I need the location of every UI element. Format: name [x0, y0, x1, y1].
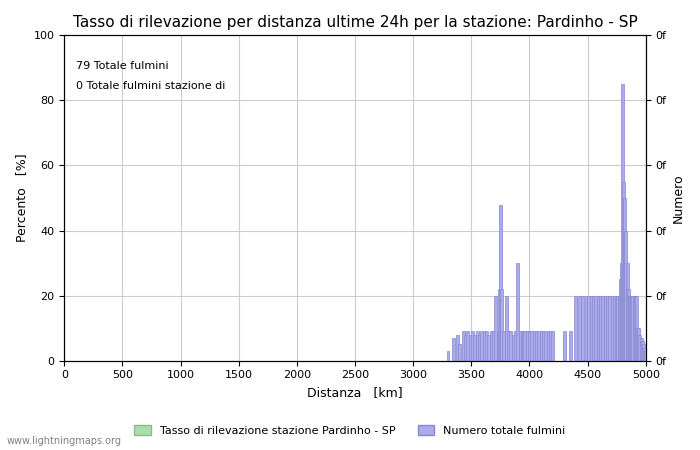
- Bar: [475, 332, 479, 361]
- Bar: [538, 332, 540, 361]
- Bar: [471, 332, 474, 361]
- Bar: [624, 230, 627, 361]
- Bar: [643, 348, 646, 361]
- Text: 79 Totale fulmini: 79 Totale fulmini: [76, 61, 169, 72]
- Text: 0 Totale fulmini stazione di: 0 Totale fulmini stazione di: [76, 81, 225, 91]
- Bar: [640, 338, 643, 361]
- Bar: [613, 296, 616, 361]
- Bar: [522, 332, 525, 361]
- Bar: [594, 296, 597, 361]
- Bar: [452, 338, 455, 361]
- Bar: [478, 335, 481, 361]
- X-axis label: Distanza   [km]: Distanza [km]: [307, 386, 402, 399]
- Bar: [514, 332, 517, 361]
- Bar: [447, 351, 449, 361]
- Bar: [510, 332, 512, 361]
- Bar: [634, 296, 637, 361]
- Bar: [585, 296, 588, 361]
- Bar: [482, 332, 486, 361]
- Bar: [535, 332, 538, 361]
- Bar: [456, 335, 458, 361]
- Bar: [473, 335, 476, 361]
- Bar: [621, 84, 624, 361]
- Bar: [617, 296, 620, 361]
- Bar: [603, 296, 606, 361]
- Bar: [626, 289, 630, 361]
- Bar: [499, 205, 502, 361]
- Y-axis label: Numero: Numero: [672, 173, 685, 223]
- Bar: [469, 335, 472, 361]
- Bar: [599, 296, 602, 361]
- Bar: [517, 263, 519, 361]
- Bar: [492, 332, 495, 361]
- Bar: [545, 332, 547, 361]
- Bar: [617, 296, 620, 361]
- Bar: [507, 332, 510, 361]
- Bar: [587, 296, 590, 361]
- Bar: [505, 296, 508, 361]
- Bar: [464, 335, 467, 361]
- Bar: [623, 198, 626, 361]
- Title: Tasso di rilevazione per distanza ultime 24h per la stazione: Pardinho - SP: Tasso di rilevazione per distanza ultime…: [73, 15, 638, 30]
- Bar: [631, 296, 634, 361]
- Bar: [626, 263, 629, 361]
- Bar: [610, 296, 613, 361]
- Bar: [533, 332, 536, 361]
- Bar: [575, 296, 577, 361]
- Bar: [622, 182, 625, 361]
- Bar: [547, 332, 550, 361]
- Bar: [494, 296, 497, 361]
- Bar: [496, 332, 500, 361]
- Bar: [563, 332, 566, 361]
- Bar: [503, 332, 505, 361]
- Bar: [531, 332, 533, 361]
- Bar: [582, 296, 584, 361]
- Bar: [620, 263, 623, 361]
- Bar: [462, 332, 465, 361]
- Bar: [521, 332, 524, 361]
- Bar: [498, 289, 500, 361]
- Bar: [629, 296, 632, 361]
- Bar: [542, 332, 545, 361]
- Bar: [635, 296, 638, 361]
- Text: www.lightningmaps.org: www.lightningmaps.org: [7, 436, 122, 446]
- Bar: [487, 335, 490, 361]
- Bar: [606, 296, 609, 361]
- Bar: [644, 351, 648, 361]
- Bar: [551, 332, 554, 361]
- Bar: [549, 332, 552, 361]
- Bar: [619, 279, 622, 361]
- Bar: [628, 296, 631, 361]
- Bar: [630, 296, 634, 361]
- Legend: Tasso di rilevazione stazione Pardinho - SP, Numero totale fulmini: Tasso di rilevazione stazione Pardinho -…: [130, 420, 570, 440]
- Bar: [592, 296, 595, 361]
- Bar: [608, 296, 611, 361]
- Bar: [638, 335, 641, 361]
- Bar: [500, 289, 503, 361]
- Bar: [540, 332, 542, 361]
- Bar: [485, 332, 488, 361]
- Bar: [589, 296, 592, 361]
- Bar: [526, 332, 528, 361]
- Bar: [637, 328, 640, 361]
- Bar: [489, 332, 493, 361]
- Bar: [615, 296, 618, 361]
- Y-axis label: Percento   [%]: Percento [%]: [15, 154, 28, 243]
- Bar: [512, 335, 514, 361]
- Bar: [578, 296, 581, 361]
- Bar: [640, 341, 644, 361]
- Bar: [642, 344, 645, 361]
- Bar: [633, 296, 636, 361]
- Bar: [596, 296, 599, 361]
- Bar: [458, 344, 461, 361]
- Bar: [568, 332, 572, 361]
- Bar: [519, 332, 522, 361]
- Bar: [636, 328, 639, 361]
- Bar: [524, 332, 526, 361]
- Bar: [601, 296, 604, 361]
- Bar: [528, 332, 531, 361]
- Bar: [466, 332, 469, 361]
- Bar: [480, 332, 483, 361]
